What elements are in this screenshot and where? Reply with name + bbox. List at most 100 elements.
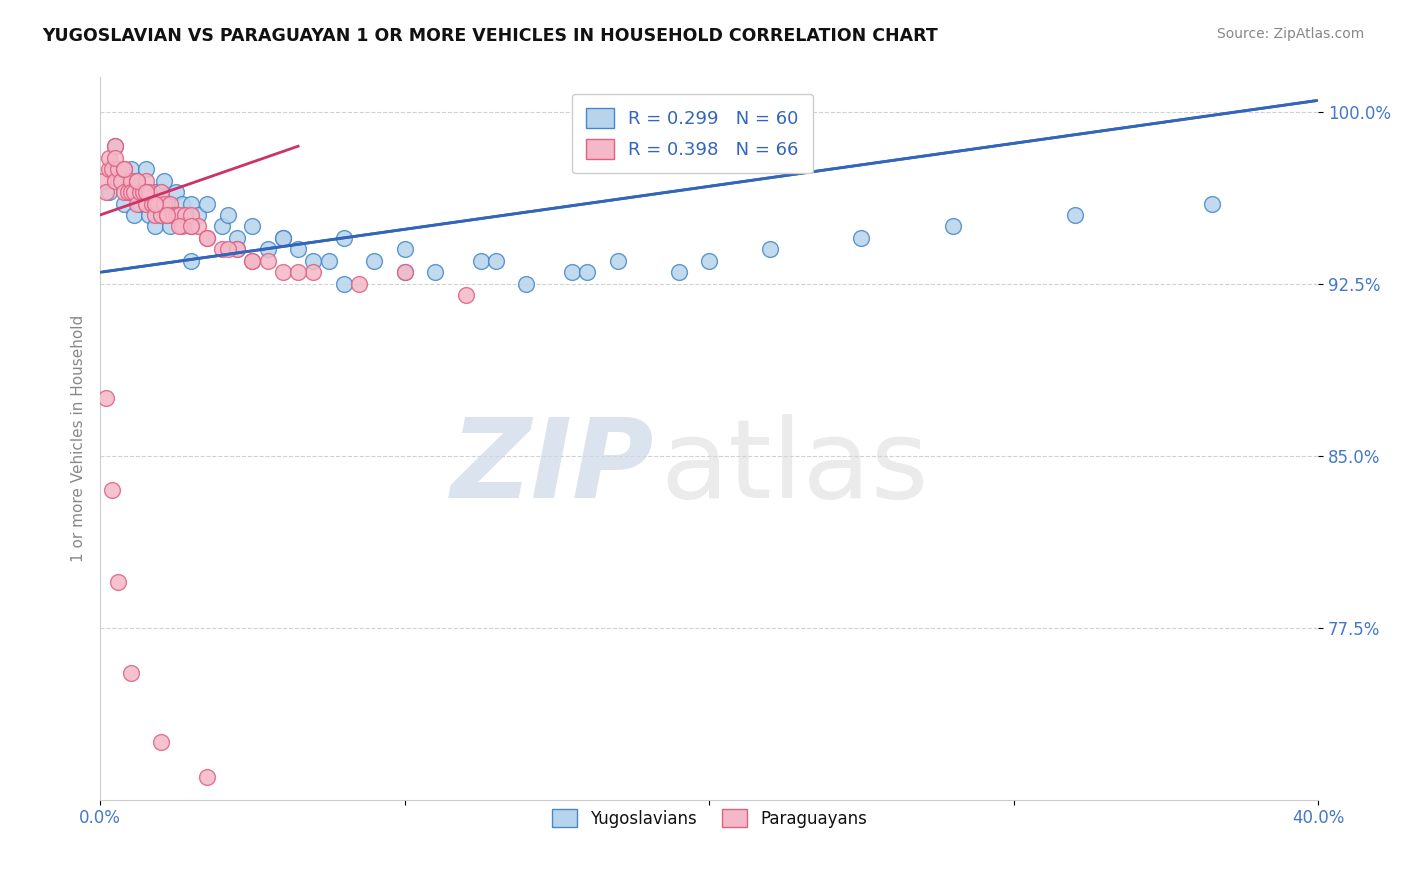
Point	[1201, 196, 1223, 211]
Point	[156, 196, 179, 211]
Point	[302, 265, 325, 279]
Point	[159, 196, 181, 211]
Point	[561, 265, 583, 279]
Point	[101, 162, 124, 177]
Point	[122, 185, 145, 199]
Point	[107, 162, 129, 177]
Point	[101, 483, 124, 497]
Point	[394, 265, 416, 279]
Point	[287, 243, 309, 257]
Point	[187, 208, 209, 222]
Point	[174, 208, 197, 222]
Point	[153, 173, 176, 187]
Point	[180, 219, 202, 234]
Point	[120, 162, 142, 177]
Point	[125, 196, 148, 211]
Point	[110, 173, 132, 187]
Point	[128, 185, 150, 199]
Point	[271, 231, 294, 245]
Point	[120, 666, 142, 681]
Point	[347, 277, 370, 291]
Text: Source: ZipAtlas.com: Source: ZipAtlas.com	[1216, 27, 1364, 41]
Point	[146, 196, 169, 211]
Point	[135, 162, 157, 177]
Point	[423, 265, 446, 279]
Point	[114, 196, 136, 211]
Point	[165, 185, 187, 199]
Point	[143, 219, 166, 234]
Point	[942, 219, 965, 234]
Point	[98, 185, 121, 199]
Point	[606, 253, 628, 268]
Point	[169, 208, 191, 222]
Point	[104, 151, 127, 165]
Point	[165, 208, 187, 222]
Point	[122, 208, 145, 222]
Point	[174, 208, 197, 222]
Point	[138, 208, 160, 222]
Point	[120, 185, 142, 199]
Point	[150, 735, 173, 749]
Point	[165, 208, 187, 222]
Point	[332, 231, 354, 245]
Y-axis label: 1 or more Vehicles in Household: 1 or more Vehicles in Household	[72, 315, 86, 562]
Point	[104, 139, 127, 153]
Point	[1063, 208, 1085, 222]
Point	[195, 770, 218, 784]
Point	[110, 173, 132, 187]
Point	[195, 231, 218, 245]
Point	[394, 243, 416, 257]
Point	[107, 574, 129, 589]
Point	[114, 162, 136, 177]
Point	[242, 253, 264, 268]
Point	[135, 173, 157, 187]
Point	[150, 208, 173, 222]
Point	[143, 185, 166, 199]
Point	[318, 253, 340, 268]
Point	[150, 185, 173, 199]
Point	[169, 219, 191, 234]
Point	[135, 196, 157, 211]
Point	[156, 208, 179, 222]
Point	[132, 185, 155, 199]
Point	[759, 243, 782, 257]
Point	[485, 253, 508, 268]
Point	[211, 219, 233, 234]
Point	[91, 173, 114, 187]
Point	[226, 231, 249, 245]
Point	[697, 253, 720, 268]
Point	[180, 196, 202, 211]
Point	[135, 196, 157, 211]
Point	[1322, 94, 1344, 108]
Point	[668, 265, 690, 279]
Point	[180, 219, 202, 234]
Point	[135, 185, 157, 199]
Point	[156, 208, 179, 222]
Point	[153, 196, 176, 211]
Point	[141, 196, 163, 211]
Legend: Yugoslavians, Paraguayans: Yugoslavians, Paraguayans	[546, 803, 873, 835]
Point	[394, 265, 416, 279]
Point	[454, 288, 477, 302]
Point	[242, 219, 264, 234]
Point	[138, 185, 160, 199]
Point	[256, 243, 278, 257]
Point	[114, 185, 136, 199]
Point	[98, 162, 121, 177]
Point	[96, 392, 118, 406]
Point	[150, 185, 173, 199]
Point	[172, 219, 194, 234]
Point	[120, 173, 142, 187]
Text: YUGOSLAVIAN VS PARAGUAYAN 1 OR MORE VEHICLES IN HOUSEHOLD CORRELATION CHART: YUGOSLAVIAN VS PARAGUAYAN 1 OR MORE VEHI…	[42, 27, 938, 45]
Point	[576, 265, 599, 279]
Point	[287, 265, 309, 279]
Point	[125, 173, 148, 187]
Point	[187, 219, 209, 234]
Point	[143, 196, 166, 211]
Point	[226, 243, 249, 257]
Text: atlas: atlas	[661, 414, 929, 521]
Point	[332, 277, 354, 291]
Point	[363, 253, 385, 268]
Point	[114, 162, 136, 177]
Point	[211, 243, 233, 257]
